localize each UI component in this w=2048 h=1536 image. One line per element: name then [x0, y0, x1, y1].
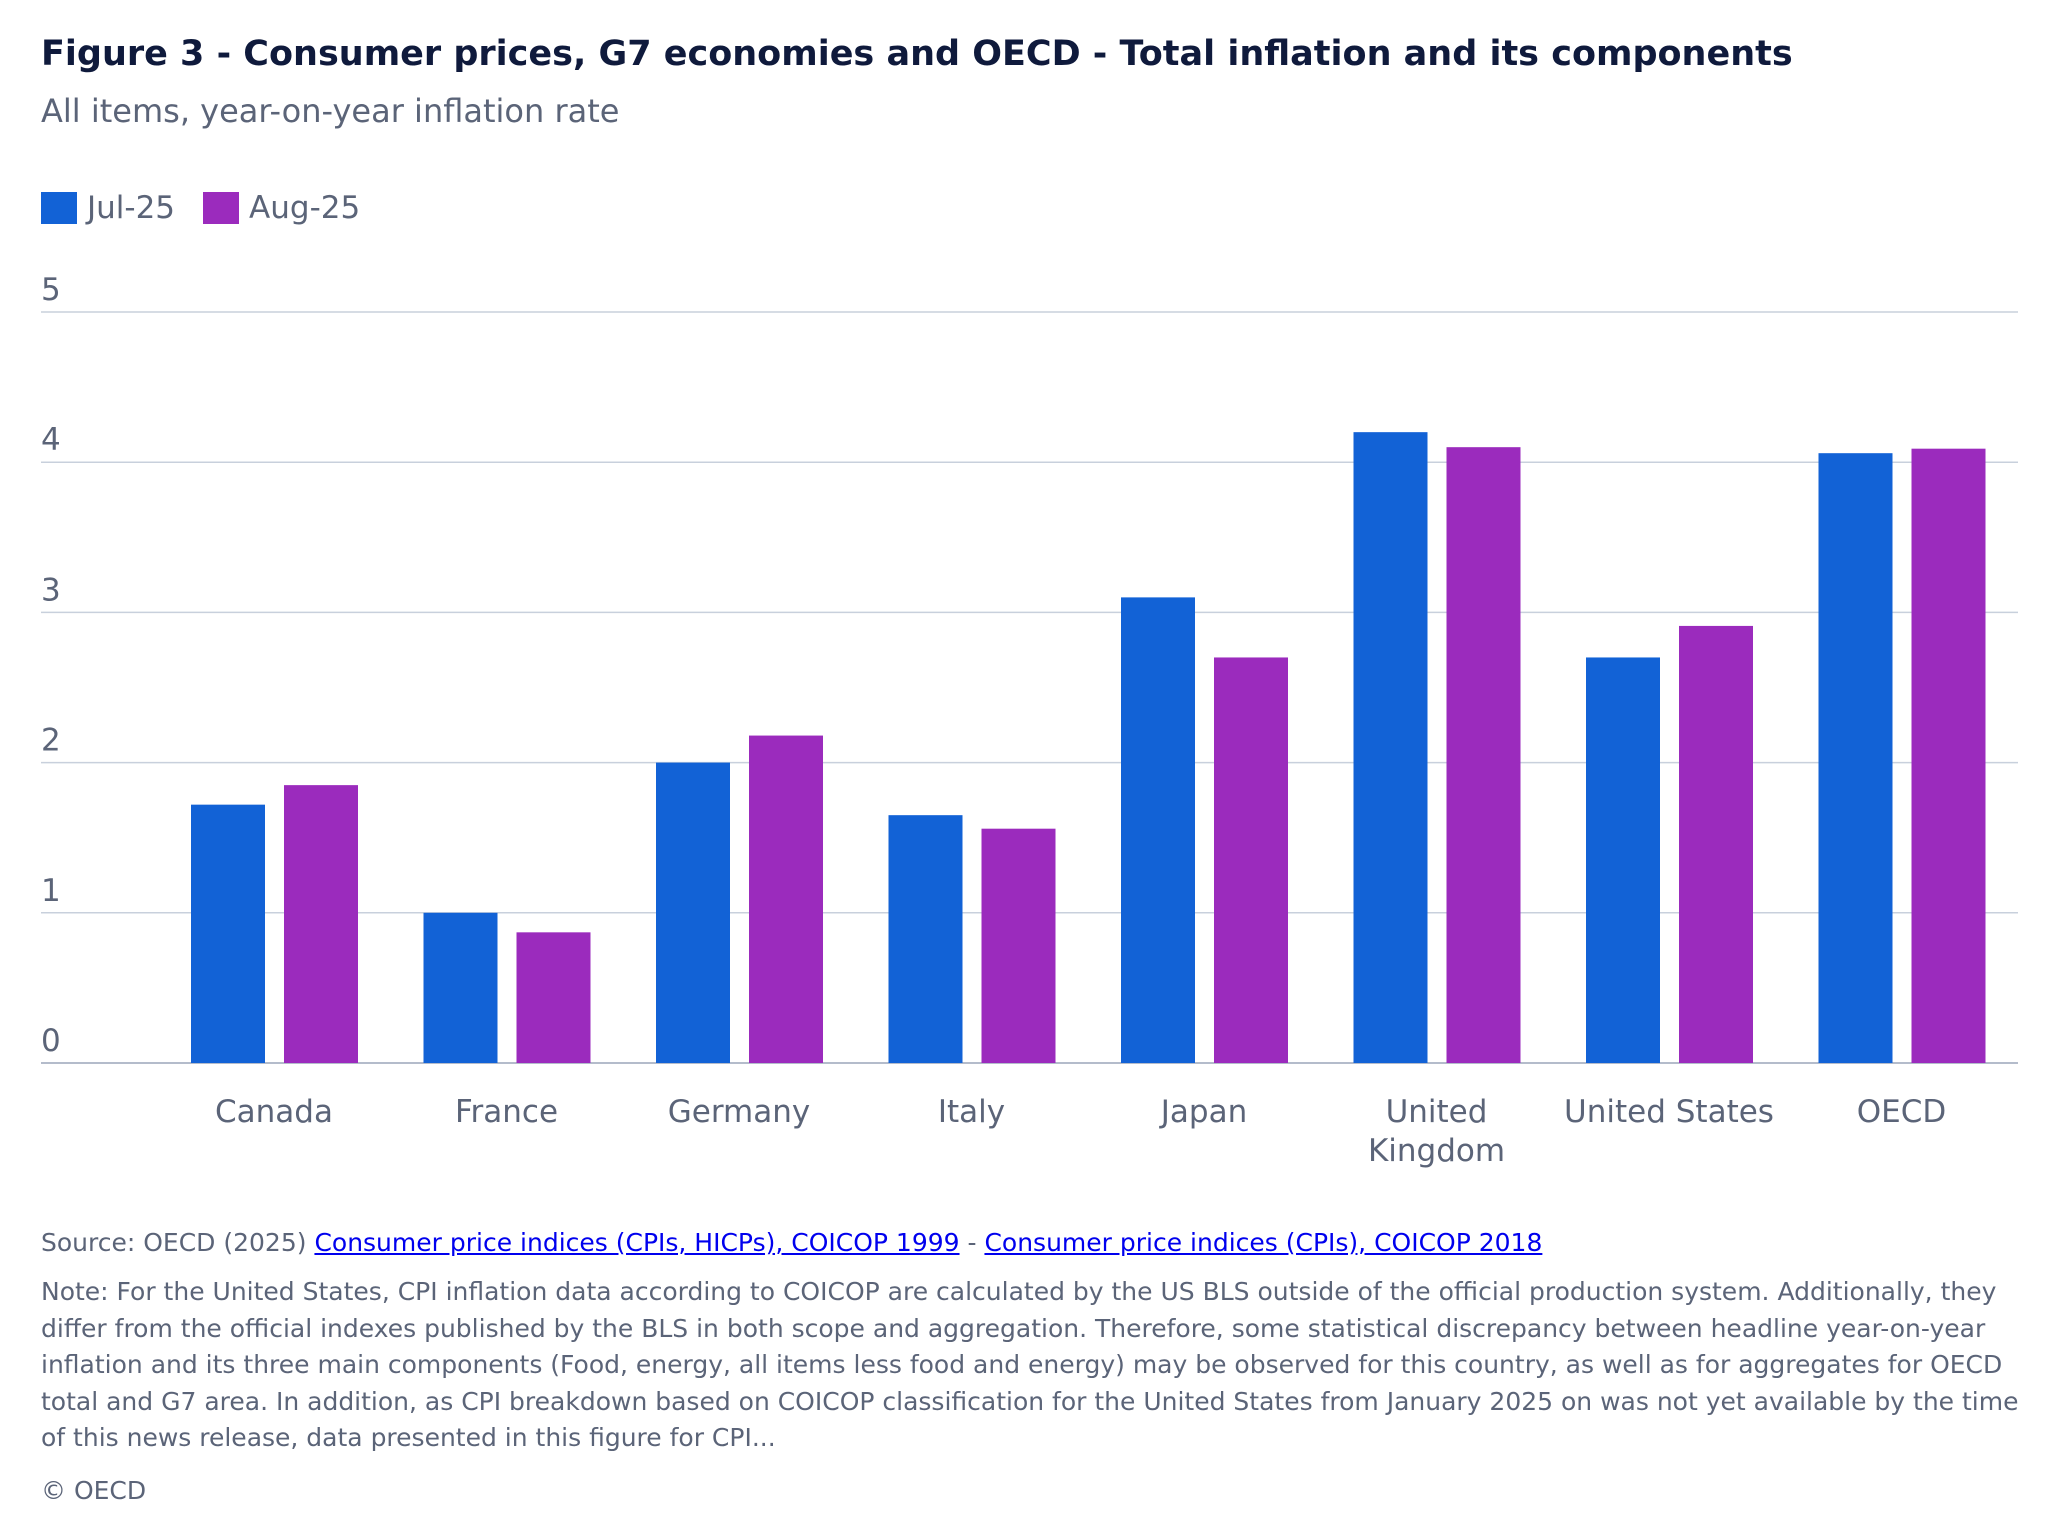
source-link-coicop-2018[interactable]: Consumer price indices (CPIs), COICOP 20… — [984, 1228, 1543, 1257]
chart-title: Figure 3 - Consumer prices, G7 economies… — [41, 34, 1793, 74]
x-tick-label: Italy — [938, 1094, 1005, 1130]
legend-item-aug-25[interactable]: Aug-25 — [203, 190, 360, 226]
y-tick-label: 2 — [41, 723, 61, 759]
source-prefix: Source: OECD (2025) — [41, 1228, 315, 1257]
bar-aug-25-germany — [749, 735, 823, 1063]
bar-jul-25-france — [423, 912, 498, 1063]
bar-jul-25-united-states — [1586, 657, 1660, 1063]
x-tick-label: United — [1386, 1094, 1488, 1130]
bar-aug-25-united-states — [1679, 625, 1753, 1063]
chart-subtitle: All items, year-on-year inflation rate — [41, 92, 620, 130]
x-tick-label: France — [455, 1094, 558, 1130]
legend-label: Jul-25 — [87, 190, 176, 226]
bar-jul-25-united-kingdom — [1353, 432, 1428, 1063]
legend: Jul-25 Aug-25 — [41, 190, 374, 226]
y-tick-label: 1 — [41, 873, 61, 909]
copyright: © OECD — [41, 1476, 147, 1505]
footnote: Note: For the United States, CPI inflati… — [41, 1277, 2019, 1452]
source-link-coicop-1999[interactable]: Consumer price indices (CPIs, HICPs), CO… — [314, 1228, 960, 1257]
bar-aug-25-france — [516, 932, 591, 1063]
bar-aug-25-japan — [1214, 657, 1288, 1063]
legend-item-jul-25[interactable]: Jul-25 — [41, 190, 175, 226]
legend-swatch-aug-25 — [203, 192, 240, 224]
bar-jul-25-canada — [191, 804, 265, 1063]
bar-aug-25-united-kingdom — [1446, 447, 1521, 1063]
y-tick-label: 5 — [41, 272, 61, 308]
bar-aug-25-oecd — [1911, 448, 1986, 1063]
y-tick-label: 0 — [41, 1023, 61, 1059]
bar-jul-25-oecd — [1818, 453, 1893, 1063]
bar-jul-25-germany — [656, 762, 730, 1063]
x-tick-label: OECD — [1857, 1094, 1947, 1130]
legend-swatch-jul-25 — [41, 192, 77, 224]
x-tick-label: Canada — [215, 1094, 333, 1130]
x-tick-label: Germany — [668, 1094, 810, 1130]
bar-jul-25-italy — [888, 815, 963, 1063]
x-tick-label: Kingdom — [1368, 1133, 1505, 1169]
bar-aug-25-canada — [284, 785, 358, 1063]
y-tick-label: 4 — [41, 422, 61, 458]
source-separator: - — [959, 1228, 985, 1257]
x-tick-label: United States — [1564, 1094, 1774, 1130]
y-tick-label: 3 — [41, 572, 61, 608]
legend-label: Aug-25 — [249, 190, 361, 226]
bar-jul-25-japan — [1121, 597, 1195, 1063]
bar-chart: 0 1 2 3 4 5 Canada France Germany Italy Japan Unite… — [41, 272, 2018, 1169]
source-line: Source: OECD (2025) Consumer price indic… — [41, 1228, 1542, 1257]
x-tick-label: Japan — [1159, 1094, 1247, 1130]
bar-aug-25-italy — [981, 828, 1056, 1063]
